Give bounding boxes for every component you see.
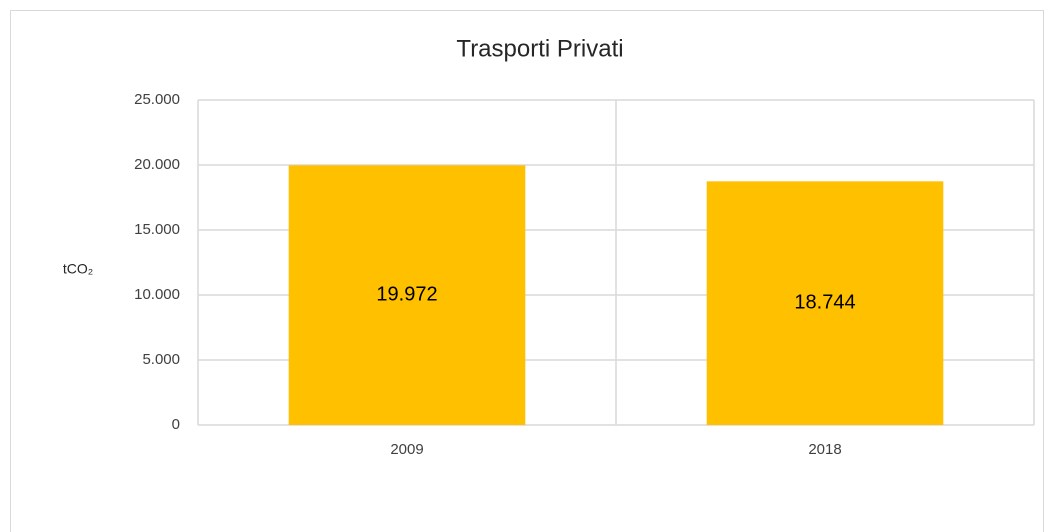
y-tick-label: 10.000 xyxy=(134,286,180,303)
y-tick-label: 25.000 xyxy=(134,91,180,108)
value-label: 19.972 xyxy=(376,283,437,305)
x-tick-label: 2009 xyxy=(390,441,423,458)
value-label: 18.744 xyxy=(794,291,855,313)
y-tick-label: 20.000 xyxy=(134,156,180,173)
bar xyxy=(706,181,944,425)
y-tick-label: 5.000 xyxy=(142,351,180,368)
x-tick-label: 2018 xyxy=(808,441,841,458)
chart-title: Trasporti Privati xyxy=(456,35,623,62)
bar xyxy=(288,165,526,425)
y-tick-label: 15.000 xyxy=(134,221,180,238)
y-axis-label: tCO₂ xyxy=(63,261,93,277)
y-tick-label: 0 xyxy=(172,416,180,433)
